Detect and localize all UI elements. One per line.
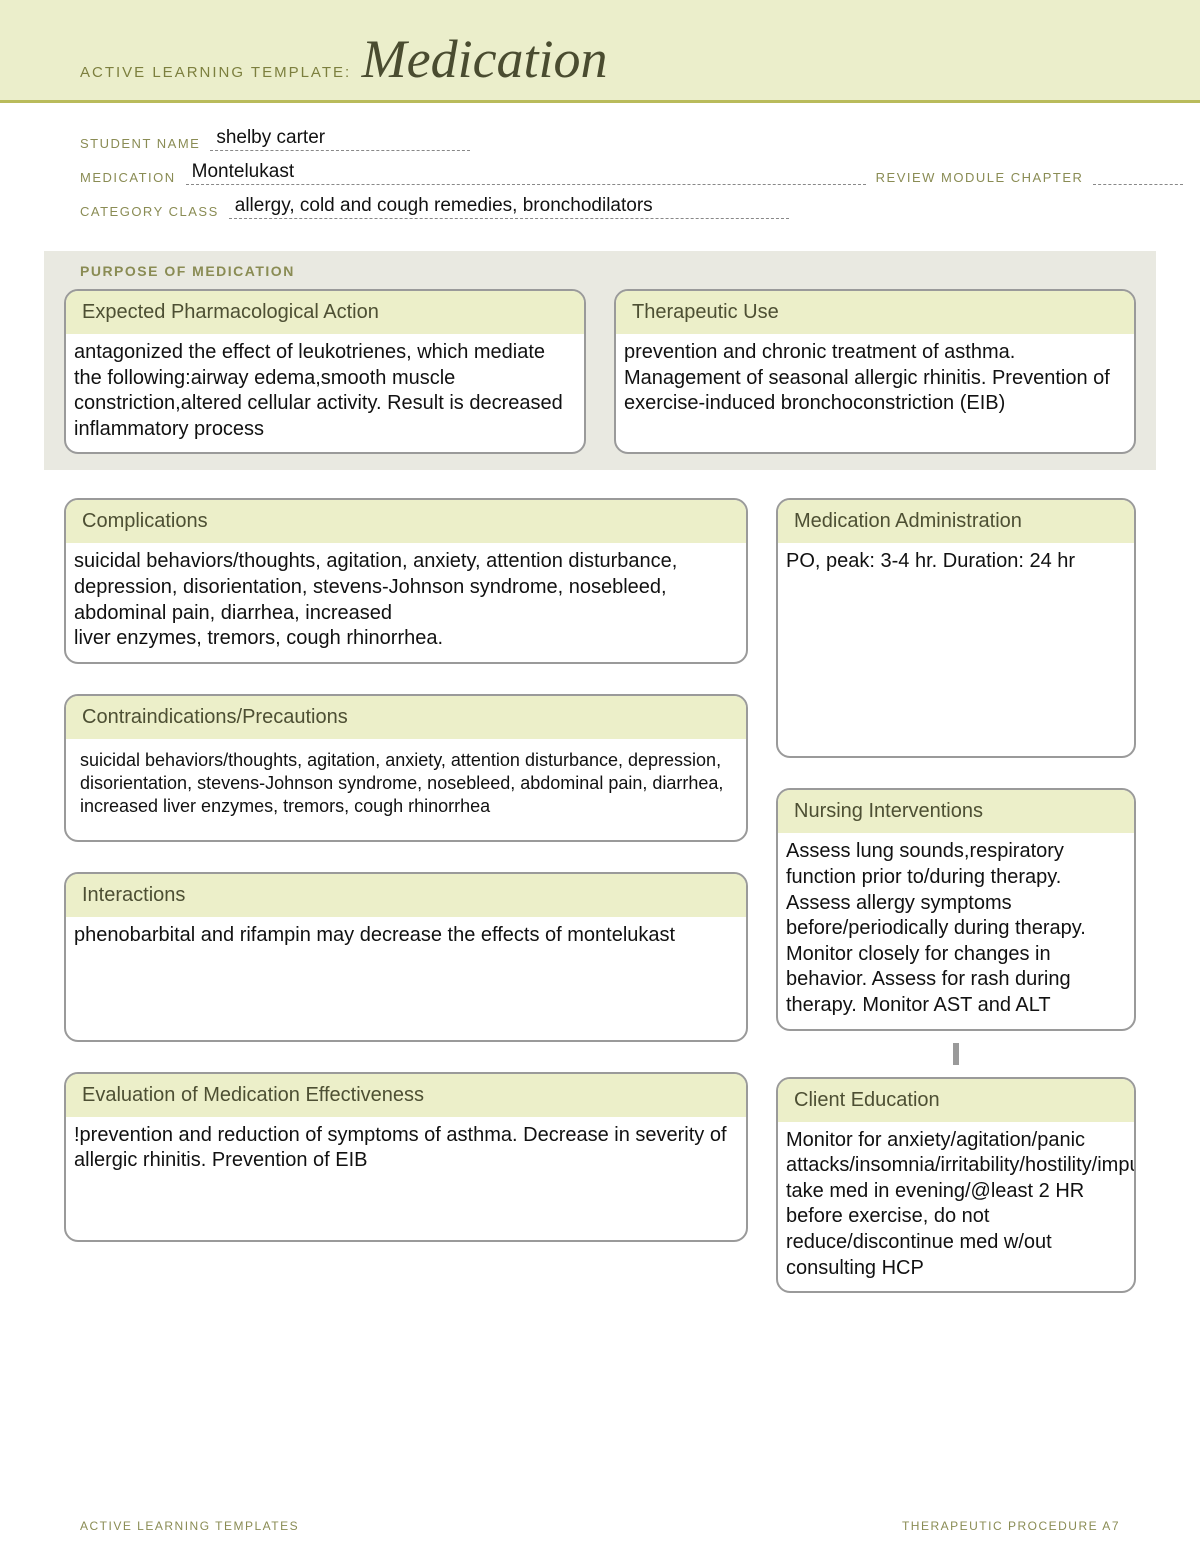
purpose-heading: PURPOSE OF MEDICATION bbox=[80, 263, 1136, 279]
student-name-label: STUDENT NAME bbox=[80, 136, 200, 151]
interactions-box: Interactions phenobarbital and rifampin … bbox=[64, 872, 748, 1042]
complications-title: Complications bbox=[66, 500, 746, 543]
expected-action-title: Expected Pharmacological Action bbox=[66, 291, 584, 334]
complications-box: Complications suicidal behaviors/thought… bbox=[64, 498, 748, 663]
contraindications-box: Contraindications/Precautions suicidal b… bbox=[64, 694, 748, 842]
category-value: allergy, cold and cough remedies, bronch… bbox=[229, 195, 789, 219]
category-label: CATEGORY CLASS bbox=[80, 204, 219, 219]
administration-box: Medication Administration PO, peak: 3-4 … bbox=[776, 498, 1136, 758]
header-band: ACTIVE LEARNING TEMPLATE: Medication bbox=[0, 0, 1200, 103]
review-chapter-label: REVIEW MODULE CHAPTER bbox=[876, 170, 1084, 185]
expected-action-body: antagonized the effect of leukotrienes, … bbox=[66, 334, 584, 452]
evaluation-title: Evaluation of Medication Effectiveness bbox=[66, 1074, 746, 1117]
contraindications-body: suicidal behaviors/thoughts, agitation, … bbox=[66, 739, 746, 840]
interactions-title: Interactions bbox=[66, 874, 746, 917]
footer: ACTIVE LEARNING TEMPLATES THERAPEUTIC PR… bbox=[80, 1519, 1120, 1533]
evaluation-box: Evaluation of Medication Effectiveness !… bbox=[64, 1072, 748, 1242]
education-box: Client Education Monitor for anxiety/agi… bbox=[776, 1077, 1136, 1294]
connector-line bbox=[953, 1043, 959, 1065]
meta-block: STUDENT NAME shelby carter MEDICATION Mo… bbox=[0, 103, 1200, 243]
nursing-box: Nursing Interventions Assess lung sounds… bbox=[776, 788, 1136, 1030]
purpose-section: PURPOSE OF MEDICATION Expected Pharmacol… bbox=[44, 251, 1156, 470]
therapeutic-use-box: Therapeutic Use prevention and chronic t… bbox=[614, 289, 1136, 454]
therapeutic-use-body: prevention and chronic treatment of asth… bbox=[616, 334, 1134, 427]
meta-row-medication: MEDICATION Montelukast REVIEW MODULE CHA… bbox=[80, 161, 1120, 185]
page: ACTIVE LEARNING TEMPLATE: Medication STU… bbox=[0, 0, 1200, 1553]
administration-body: PO, peak: 3-4 hr. Duration: 24 hr bbox=[778, 543, 1134, 585]
contraindications-title: Contraindications/Precautions bbox=[66, 696, 746, 739]
review-chapter-value bbox=[1093, 183, 1183, 185]
right-column: Medication Administration PO, peak: 3-4 … bbox=[776, 498, 1136, 1293]
left-column: Complications suicidal behaviors/thought… bbox=[64, 498, 748, 1293]
nursing-title: Nursing Interventions bbox=[778, 790, 1134, 833]
interactions-body: phenobarbital and rifampin may decrease … bbox=[66, 917, 746, 959]
expected-action-box: Expected Pharmacological Action antagoni… bbox=[64, 289, 586, 454]
evaluation-body: !prevention and reduction of symptoms of… bbox=[66, 1117, 746, 1184]
medication-label: MEDICATION bbox=[80, 170, 176, 185]
education-body: Monitor for anxiety/agitation/panic atta… bbox=[778, 1122, 1134, 1292]
footer-left: ACTIVE LEARNING TEMPLATES bbox=[80, 1519, 299, 1533]
meta-row-student: STUDENT NAME shelby carter bbox=[80, 127, 1120, 151]
complications-body: suicidal behaviors/thoughts, agitation, … bbox=[66, 543, 746, 661]
therapeutic-use-title: Therapeutic Use bbox=[616, 291, 1134, 334]
student-name-value: shelby carter bbox=[210, 127, 470, 151]
nursing-body: Assess lung sounds,respiratory function … bbox=[778, 833, 1134, 1028]
header-prefix: ACTIVE LEARNING TEMPLATE: bbox=[80, 64, 351, 81]
administration-title: Medication Administration bbox=[778, 500, 1134, 543]
main-grid: Complications suicidal behaviors/thought… bbox=[0, 470, 1200, 1293]
meta-row-category: CATEGORY CLASS allergy, cold and cough r… bbox=[80, 195, 1120, 219]
header-title: Medication bbox=[362, 29, 608, 89]
footer-right: THERAPEUTIC PROCEDURE A7 bbox=[902, 1519, 1120, 1533]
medication-value: Montelukast bbox=[186, 161, 866, 185]
education-title: Client Education bbox=[778, 1079, 1134, 1122]
